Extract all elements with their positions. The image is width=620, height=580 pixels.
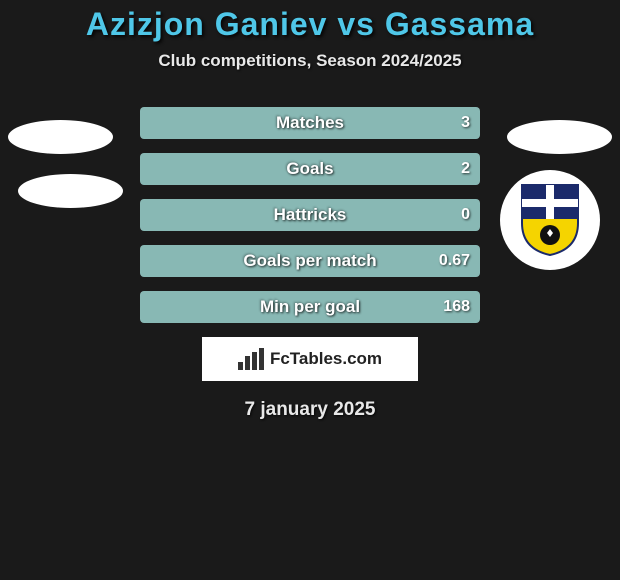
bar-value-right: 0: [461, 199, 470, 231]
infographic-date: 7 january 2025: [0, 399, 620, 421]
bar-value-right: 168: [443, 291, 470, 323]
left-player-badge-2: [18, 174, 123, 208]
bar-row: Goals2: [140, 153, 480, 185]
bar-label: Matches: [140, 107, 480, 139]
right-player-badge-1: [507, 120, 612, 154]
bar-value-right: 0.67: [439, 245, 470, 277]
bar-value-right: 2: [461, 153, 470, 185]
fctables-logo: FcTables.com: [202, 337, 418, 381]
bar-label: Min per goal: [140, 291, 480, 323]
shield-icon: [520, 183, 580, 257]
subtitle: Club competitions, Season 2024/2025: [0, 51, 620, 71]
bar-row: Hattricks0: [140, 199, 480, 231]
bar-label: Goals per match: [140, 245, 480, 277]
bar-row: Goals per match0.67: [140, 245, 480, 277]
comparison-bars: Matches3Goals2Hattricks0Goals per match0…: [140, 107, 480, 323]
page-title: Azizjon Ganiev vs Gassama: [0, 0, 620, 43]
bar-row: Min per goal168: [140, 291, 480, 323]
bar-label: Goals: [140, 153, 480, 185]
left-player-badge-1: [8, 120, 113, 154]
fctables-text: FcTables.com: [270, 349, 382, 369]
bar-row: Matches3: [140, 107, 480, 139]
right-club-logo: [500, 170, 600, 270]
bar-value-right: 3: [461, 107, 470, 139]
bars-icon: [238, 348, 264, 370]
bar-label: Hattricks: [140, 199, 480, 231]
